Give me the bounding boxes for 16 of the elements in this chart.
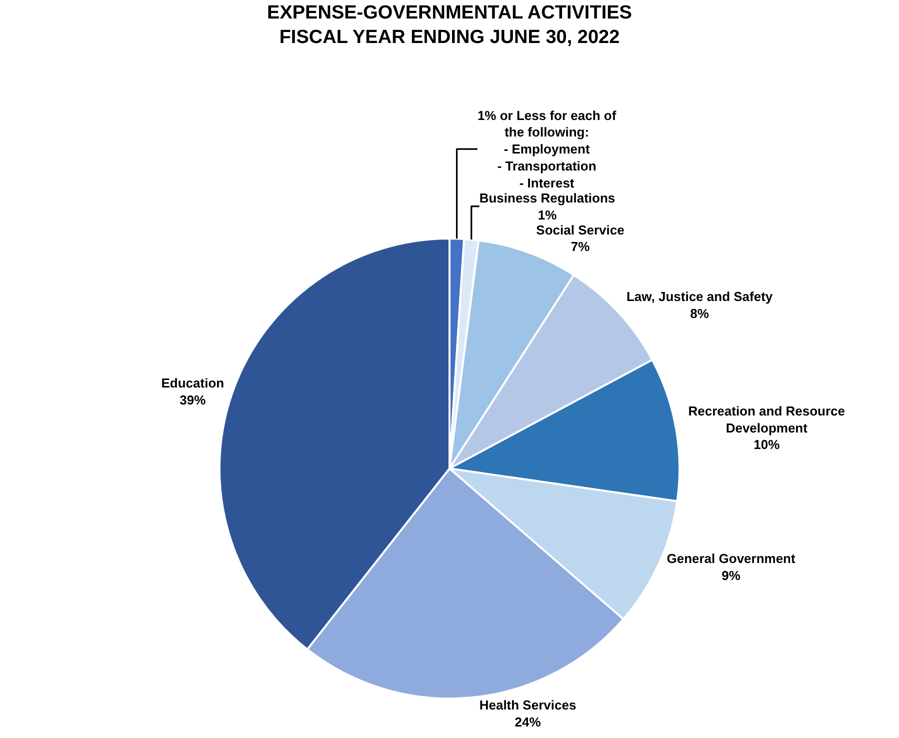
- data-label: 39%: [180, 392, 206, 408]
- slice-label: Social Service: [536, 222, 624, 238]
- slice-label: Business Regulations: [479, 190, 616, 206]
- data-label: 1%: [538, 207, 558, 222]
- slice-label: 1% or Less for each of the following: - Employment - Transportation - Interest: [477, 108, 617, 190]
- data-label: 7%: [570, 239, 590, 254]
- data-label: 24%: [514, 714, 542, 730]
- chart-title: EXPENSE-GOVERNMENTAL ACTIVITIES FISCAL YEAR ENDING JUNE 30, 2022: [267, 2, 632, 48]
- data-label: 8%: [690, 306, 710, 322]
- slice-label: Law, Justice and Safety: [626, 289, 774, 304]
- slice-label: Education: [161, 376, 224, 391]
- slice-label: Health Services: [479, 697, 576, 712]
- slice-label: Recreation and Resource Development: [688, 403, 846, 436]
- data-label: 10%: [754, 437, 780, 452]
- data-label: 9%: [722, 568, 741, 583]
- slice-label: General Government: [666, 550, 796, 566]
